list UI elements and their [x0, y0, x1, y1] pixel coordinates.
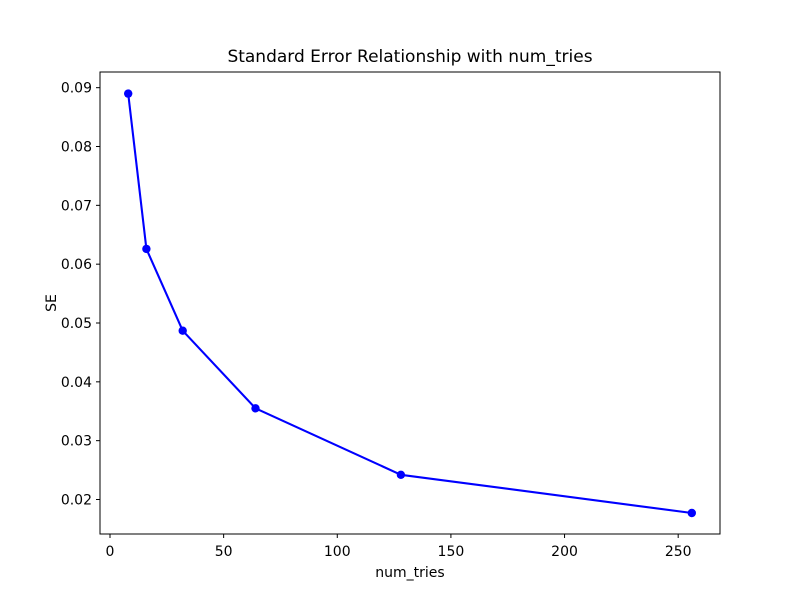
y-axis-label: SE	[44, 294, 60, 312]
y-tick-label: 0.05	[61, 316, 92, 332]
y-tick-label: 0.03	[61, 434, 92, 450]
y-tick-label: 0.06	[61, 257, 92, 273]
x-tick-label: 250	[665, 544, 692, 560]
plot-area	[99, 71, 721, 535]
y-tick-label: 0.09	[61, 81, 92, 97]
data-line	[127, 92, 693, 515]
y-tick-label: 0.02	[61, 492, 92, 508]
data-point-marker	[142, 244, 151, 254]
data-point-marker	[687, 508, 696, 518]
x-tick-label: 150	[438, 544, 465, 560]
chart-title: Standard Error Relationship with num_tri…	[227, 47, 592, 67]
x-tick-label: 100	[324, 544, 351, 560]
y-tick-label: 0.04	[61, 375, 92, 391]
x-tick-label: 200	[551, 544, 578, 560]
data-point-marker	[396, 470, 406, 479]
series-layer	[124, 89, 696, 518]
x-tick-label: 0	[106, 544, 115, 560]
data-point-marker	[178, 326, 187, 335]
data-point-marker	[251, 404, 260, 413]
y-tick-label: 0.08	[61, 140, 92, 156]
data-point-marker	[124, 89, 133, 98]
x-tick-label: 50	[215, 544, 233, 560]
y-tick-label: 0.07	[61, 198, 92, 214]
ticks-layer: 0 50 100 150 200 250 0.02 0.03 0.04 0.05 0.06 0.07 0…	[61, 81, 692, 560]
x-axis-label: num_tries	[375, 565, 444, 581]
